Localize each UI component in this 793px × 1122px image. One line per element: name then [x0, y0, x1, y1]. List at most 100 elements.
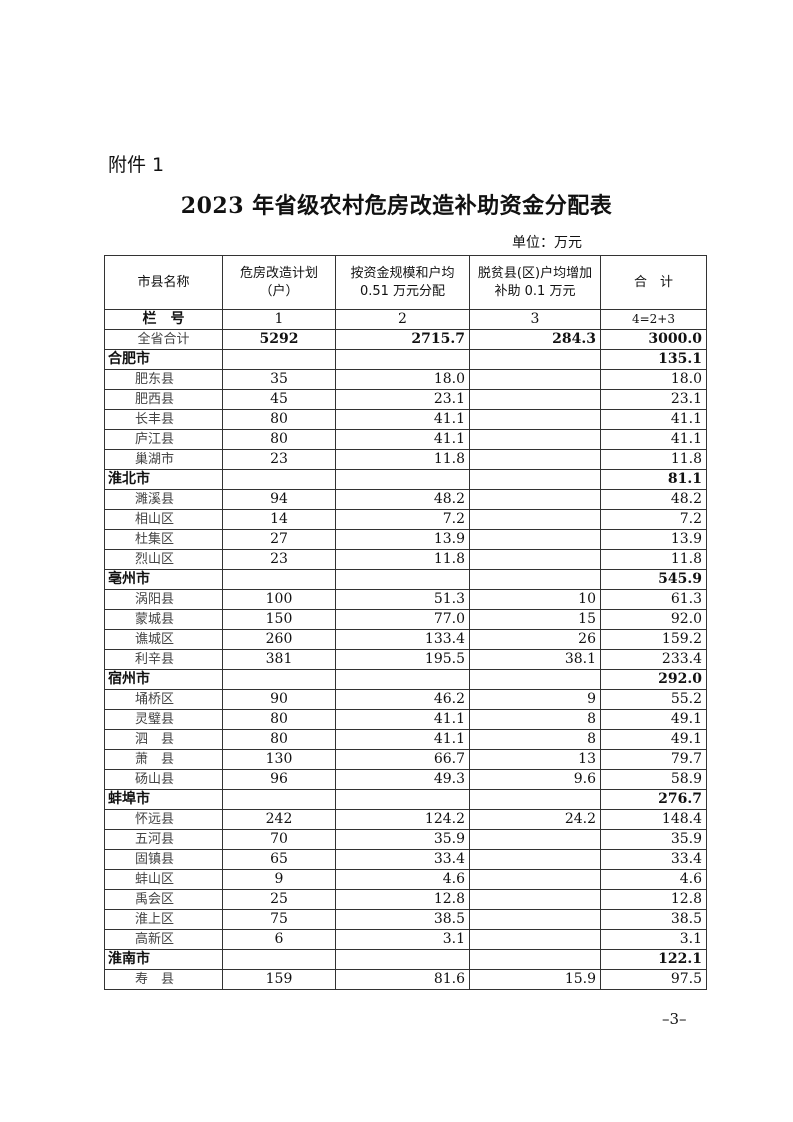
total-cell: 3.1 [600, 929, 707, 950]
city-row: 宿州市 292.0 [104, 669, 707, 690]
extra-cell: 8 [469, 729, 601, 750]
extra-cell [469, 789, 601, 810]
extra-cell: 24.2 [469, 809, 601, 830]
total-cell: 55.2 [600, 689, 707, 710]
county-row: 禹会区 25 12.8 12.8 [104, 889, 707, 910]
total-cell: 233.4 [600, 649, 707, 670]
extra-cell: 15 [469, 609, 601, 630]
total-cell: 122.1 [600, 949, 707, 970]
extra-cell [469, 889, 601, 910]
extra-cell: 26 [469, 629, 601, 650]
county-row: 濉溪县 94 48.2 48.2 [104, 489, 707, 510]
total-cell: 49.1 [600, 709, 707, 730]
total-cell: 81.1 [600, 469, 707, 490]
alloc-cell: 41.1 [335, 429, 470, 450]
unit-label: 单位：万元 [512, 235, 582, 251]
plan-cell: 159 [222, 969, 336, 990]
alloc-cell: 33.4 [335, 849, 470, 870]
column-number: 2 [335, 309, 470, 330]
province-total-alloc: 2715.7 [335, 329, 470, 350]
plan-cell: 130 [222, 749, 336, 770]
total-cell: 292.0 [600, 669, 707, 690]
alloc-cell: 12.8 [335, 889, 470, 910]
total-cell: 48.2 [600, 489, 707, 510]
extra-cell [469, 349, 601, 370]
county-row: 高新区 6 3.1 3.1 [104, 929, 707, 950]
city-name: 亳州市 [104, 569, 223, 590]
province-total-plan: 5292 [222, 329, 336, 350]
county-name: 禹会区 [104, 889, 223, 910]
county-name: 蚌山区 [104, 869, 223, 890]
county-name: 萧 县 [104, 749, 223, 770]
plan-cell: 80 [222, 429, 336, 450]
alloc-cell: 41.1 [335, 729, 470, 750]
county-name: 肥西县 [104, 389, 223, 410]
extra-cell [469, 469, 601, 490]
plan-cell: 94 [222, 489, 336, 510]
plan-cell: 25 [222, 889, 336, 910]
county-name: 利辛县 [104, 649, 223, 670]
alloc-cell: 66.7 [335, 749, 470, 770]
alloc-cell: 11.8 [335, 449, 470, 470]
plan-cell: 100 [222, 589, 336, 610]
extra-cell [469, 409, 601, 430]
city-name: 淮南市 [104, 949, 223, 970]
alloc-cell: 11.8 [335, 549, 470, 570]
alloc-cell: 35.9 [335, 829, 470, 850]
alloc-cell [335, 949, 470, 970]
plan-cell: 381 [222, 649, 336, 670]
county-row: 肥东县 35 18.0 18.0 [104, 369, 707, 390]
county-name: 谯城区 [104, 629, 223, 650]
city-name: 宿州市 [104, 669, 223, 690]
alloc-cell: 18.0 [335, 369, 470, 390]
extra-cell: 15.9 [469, 969, 601, 990]
extra-cell [469, 569, 601, 590]
column-number: 4=2+3 [600, 309, 707, 330]
county-name: 固镇县 [104, 849, 223, 870]
plan-cell: 242 [222, 809, 336, 830]
plan-cell: 80 [222, 409, 336, 430]
column-number-label: 栏 号 [104, 309, 223, 330]
county-row: 泗 县 80 41.1 8 49.1 [104, 729, 707, 750]
plan-cell: 80 [222, 709, 336, 730]
province-total-total: 3000.0 [600, 329, 707, 350]
province-total-label: 全省合计 [104, 329, 223, 350]
total-cell: 7.2 [600, 509, 707, 530]
total-cell: 49.1 [600, 729, 707, 750]
city-row: 淮南市 122.1 [104, 949, 707, 970]
county-name: 五河县 [104, 829, 223, 850]
alloc-cell: 81.6 [335, 969, 470, 990]
total-cell: 23.1 [600, 389, 707, 410]
extra-cell [469, 369, 601, 390]
total-cell: 79.7 [600, 749, 707, 770]
county-name: 淮上区 [104, 909, 223, 930]
plan-cell: 96 [222, 769, 336, 790]
total-cell: 159.2 [600, 629, 707, 650]
extra-cell [469, 429, 601, 450]
county-row: 谯城区 260 133.4 26 159.2 [104, 629, 707, 650]
total-cell: 92.0 [600, 609, 707, 630]
county-row: 蚌山区 9 4.6 4.6 [104, 869, 707, 890]
county-name: 烈山区 [104, 549, 223, 570]
alloc-cell: 133.4 [335, 629, 470, 650]
county-row: 杜集区 27 13.9 13.9 [104, 529, 707, 550]
total-cell: 58.9 [600, 769, 707, 790]
alloc-cell: 38.5 [335, 909, 470, 930]
alloc-cell: 77.0 [335, 609, 470, 630]
county-name: 濉溪县 [104, 489, 223, 510]
extra-cell [469, 849, 601, 870]
extra-cell: 9 [469, 689, 601, 710]
alloc-cell: 23.1 [335, 389, 470, 410]
alloc-cell [335, 469, 470, 490]
total-cell: 148.4 [600, 809, 707, 830]
column-number-row: 栏 号 1 2 3 4=2+3 [104, 309, 707, 330]
plan-cell [222, 569, 336, 590]
total-cell: 35.9 [600, 829, 707, 850]
plan-cell [222, 349, 336, 370]
extra-cell [469, 489, 601, 510]
page-title: 2023 年省级农村危房改造补助资金分配表 [180, 193, 613, 219]
county-name: 庐江县 [104, 429, 223, 450]
page-number: –3– [662, 1010, 687, 1028]
county-row: 蒙城县 150 77.0 15 92.0 [104, 609, 707, 630]
county-name: 泗 县 [104, 729, 223, 750]
